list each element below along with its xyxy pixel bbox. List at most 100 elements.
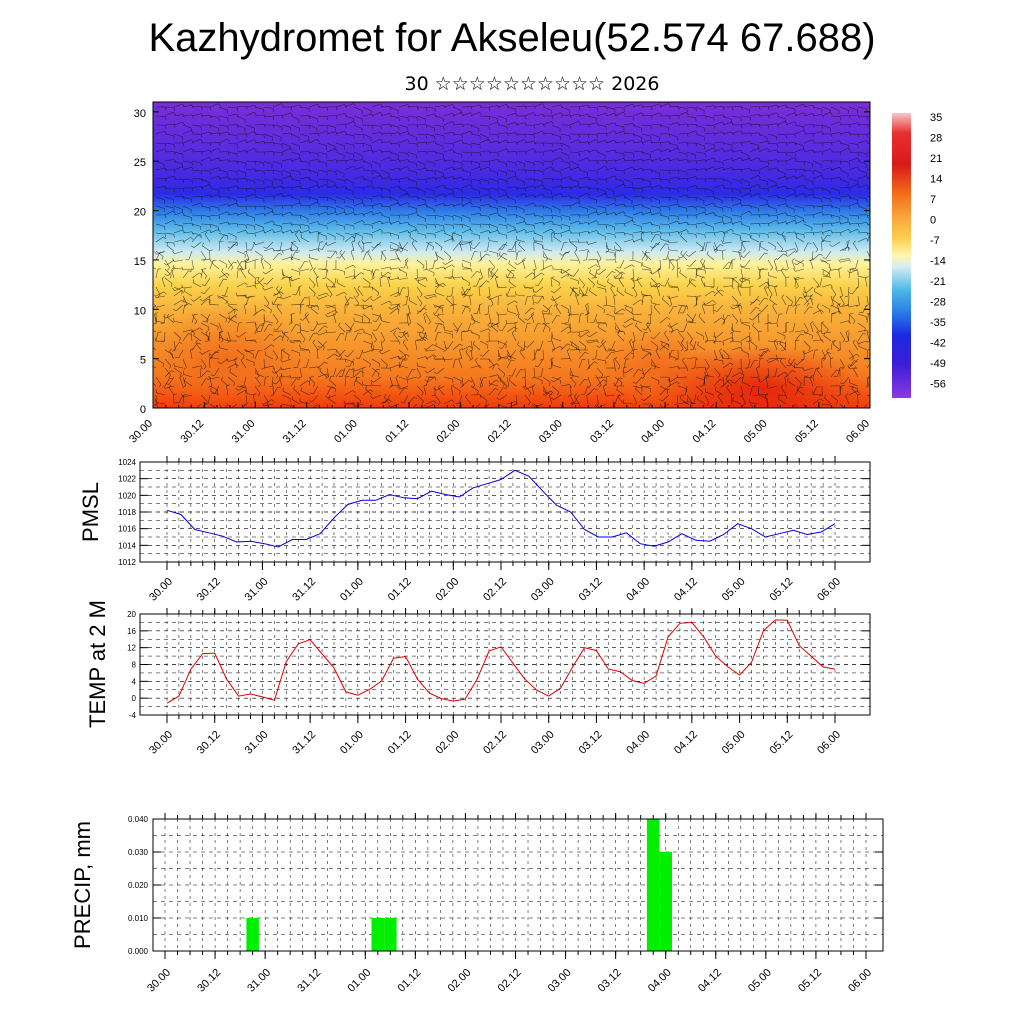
wind-barb [362,142,372,147]
wind-barb [255,241,265,246]
wind-barb [443,104,453,108]
wind-barb-flag [833,294,837,298]
wind-barb [839,142,849,146]
wind-barb-flag [511,269,515,272]
wind-barb [866,214,870,216]
wind-barb [845,241,850,251]
wind-barb-flag [389,196,392,201]
wind-barb-flag [433,312,436,316]
wind-barb-flag [515,113,518,117]
wind-barb-flag [263,171,265,175]
wind-barb-flag [570,274,574,277]
wind-barb-flag [730,362,734,366]
wind-barb [390,277,400,281]
wind-barb [785,259,789,269]
wind-barb [416,196,426,201]
wind-barb [839,221,849,225]
wind-barb-flag [452,231,456,234]
wind-barb-flag [641,151,644,155]
wind-barb-flag [772,303,776,307]
wind-barb [299,106,309,109]
wind-barb [785,187,795,190]
wind-barb [533,113,543,117]
wind-barb-flag [192,279,195,283]
wind-barb [848,157,858,162]
wind-barb [182,205,192,210]
wind-barb [200,367,202,378]
wind-barb-flag [169,348,173,352]
wind-barb [848,151,859,153]
wind-barb [299,168,309,171]
wind-barb-flag [272,124,275,129]
wind-barb [632,331,636,341]
wind-barb [308,178,318,183]
wind-barb-flag [731,337,734,341]
wind-barb [758,348,768,351]
wind-barb-flag [313,332,317,335]
wind-barb [362,358,371,365]
wind-barb [281,194,291,198]
wind-barb [156,250,166,255]
wind-barb [191,124,201,127]
wind-barb-flag [353,121,356,125]
wind-barb [767,112,777,117]
wind-barb-flag [491,268,493,273]
wind-barb-flag [209,171,211,175]
wind-barb [758,252,765,261]
wind-barb [245,160,255,162]
wind-barb [792,322,796,332]
wind-barb [551,214,561,217]
wind-barb-flag [852,320,856,324]
wind-barb-flag [432,246,434,251]
wind-barb [740,277,750,282]
wind-barb [722,233,725,243]
wind-barb-flag [398,220,401,224]
wind-barb [434,332,439,342]
wind-barb [165,385,175,389]
wind-barb [173,268,184,270]
wind-barb-flag [857,152,860,156]
wind-barb-flag [848,292,853,295]
wind-barb-flag [794,168,797,173]
wind-barb [803,242,809,252]
wind-barb-flag [596,220,599,224]
wind-barb [704,157,714,162]
wind-barb [257,280,265,288]
wind-barb-flag [623,158,626,162]
wind-barb-flag [434,234,436,238]
wind-barb [524,185,534,189]
wind-barb [263,333,271,342]
wind-barb-flag [470,144,472,148]
wind-barb-flag [200,113,203,117]
wind-barb [427,367,436,374]
wind-barb [389,185,399,189]
wind-barb [209,223,219,228]
wind-barb [451,286,454,296]
wind-barb [866,223,870,225]
wind-barb [551,295,557,304]
wind-barb [506,196,516,201]
wind-barb [218,159,228,162]
wind-barb [794,174,804,180]
wind-barb [491,271,499,279]
wind-barb-flag [794,152,796,157]
wind-barb-flag [587,149,590,154]
wind-barb [758,269,761,279]
wind-barb [488,205,498,209]
wind-barb-flag [353,158,356,163]
wind-barb-flag [217,295,220,299]
wind-barb [488,133,498,136]
wind-barb-flag [244,303,248,306]
wind-barb [821,229,831,234]
wind-barb-flag [442,283,446,286]
wind-barb [641,367,645,377]
wind-barb-flag [830,222,833,227]
wind-barb-flag [559,252,563,256]
wind-barb-flag [218,215,221,220]
wind-barb [731,187,741,191]
wind-barb-flag [317,221,320,225]
wind-barb-flag [448,277,453,279]
wind-barb-flag [542,130,545,134]
wind-barb-flag [837,303,841,306]
wind-barb-flag [407,215,410,219]
